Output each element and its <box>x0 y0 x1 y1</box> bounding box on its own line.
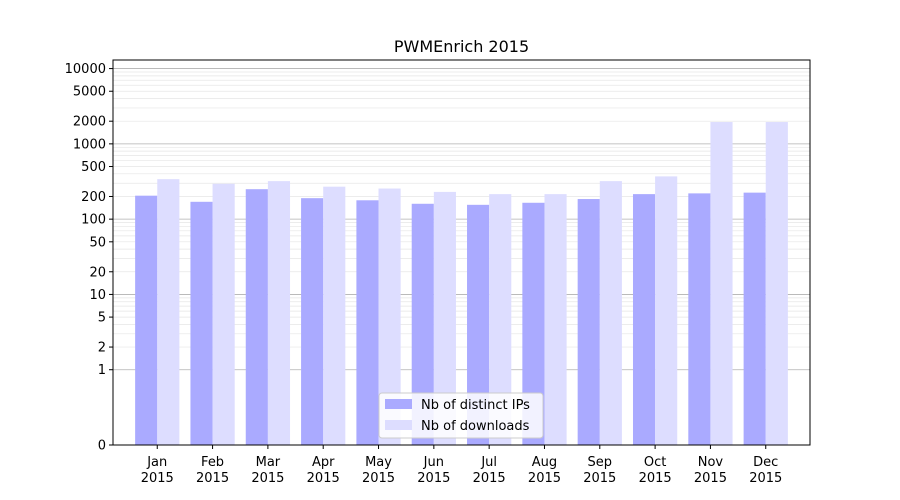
x-tick-label-year: 2015 <box>196 471 229 486</box>
x-tick-label-month: Dec <box>753 455 778 470</box>
bar-distinct-ips <box>467 204 490 445</box>
x-tick-label-month: Jun <box>423 455 444 470</box>
bar-downloads <box>765 122 788 445</box>
bar-distinct-ips <box>577 199 600 445</box>
x-tick-label-year: 2015 <box>528 471 561 486</box>
bar-distinct-ips <box>688 193 711 445</box>
y-tick-label: 1000 <box>73 137 106 152</box>
y-tick-label: 50 <box>89 235 106 250</box>
x-tick-label-month: Feb <box>201 455 224 470</box>
x-tick-label-year: 2015 <box>307 471 340 486</box>
x-tick-label-month: Nov <box>698 455 724 470</box>
x-tick-label-year: 2015 <box>362 471 395 486</box>
y-tick-label: 100 <box>81 213 106 228</box>
legend-swatch-distinct-ips <box>385 399 412 409</box>
bar-distinct-ips <box>301 198 324 445</box>
bar-downloads <box>544 194 567 445</box>
x-tick-label-year: 2015 <box>251 471 284 486</box>
x-tick-label-month: Oct <box>644 455 666 470</box>
y-tick-label: 200 <box>81 190 106 205</box>
bar-downloads <box>212 183 235 445</box>
y-tick-label: 2 <box>98 341 106 356</box>
bar-distinct-ips <box>135 195 158 445</box>
bar-distinct-ips <box>411 203 434 445</box>
bar-downloads <box>710 122 733 445</box>
x-tick-label-month: Mar <box>256 455 281 470</box>
bar-downloads <box>157 179 180 445</box>
y-tick-label: 20 <box>89 265 106 280</box>
x-tick-label-month: Aug <box>532 455 557 470</box>
y-tick-label: 10000 <box>65 62 106 77</box>
legend-label-distinct-ips: Nb of distinct IPs <box>421 398 530 413</box>
y-tick-label: 10 <box>89 288 106 303</box>
bar-downloads <box>655 176 678 445</box>
bar-distinct-ips <box>522 202 545 445</box>
x-axis: Jan2015Feb2015Mar2015Apr2015May2015Jun20… <box>141 445 782 486</box>
y-axis: 0 1 2 5 10 20 50 100 200 500 1000 2000 5000 10000 <box>65 62 113 454</box>
plot-frame <box>112 59 811 446</box>
legend-box <box>378 392 544 439</box>
x-tick-label-year: 2015 <box>417 471 450 486</box>
x-tick-label-month: Apr <box>312 455 335 470</box>
x-tick-label-month: Jan <box>146 455 167 470</box>
legend-swatch-downloads <box>385 420 412 430</box>
bar-downloads <box>433 191 456 445</box>
x-tick-label-year: 2015 <box>473 471 506 486</box>
legend: Nb of distinct IPs Nb of downloads <box>378 392 544 439</box>
bar-downloads <box>267 181 291 445</box>
x-tick-label-year: 2015 <box>583 471 616 486</box>
bar-distinct-ips <box>356 200 379 445</box>
chart-title: PWMEnrich 2015 <box>394 37 529 56</box>
x-tick-label-year: 2015 <box>749 471 782 486</box>
bar-distinct-ips <box>190 201 213 445</box>
y-tick-label: 5 <box>98 311 106 326</box>
bar-downloads <box>323 186 346 446</box>
y-tick-label: 5000 <box>73 85 106 100</box>
x-tick-label-year: 2015 <box>694 471 727 486</box>
y-tick-label: 0 <box>98 439 106 454</box>
bar-distinct-ips <box>245 189 268 445</box>
bar-downloads <box>378 188 401 446</box>
x-tick-label-month: May <box>365 455 392 470</box>
x-tick-label-month: Jul <box>480 455 497 470</box>
x-tick-label-year: 2015 <box>141 471 174 486</box>
bar-distinct-ips <box>632 194 656 445</box>
x-tick-label-year: 2015 <box>639 471 672 486</box>
y-tick-label: 1 <box>98 363 106 378</box>
bar-downloads <box>489 194 512 445</box>
y-tick-label: 2000 <box>73 115 106 130</box>
bar-distinct-ips <box>743 192 766 445</box>
x-tick-label-month: Sep <box>588 455 613 470</box>
bar-downloads <box>599 181 622 445</box>
legend-label-downloads: Nb of downloads <box>421 419 530 434</box>
bars <box>135 122 788 446</box>
y-tick-label: 500 <box>81 160 106 175</box>
